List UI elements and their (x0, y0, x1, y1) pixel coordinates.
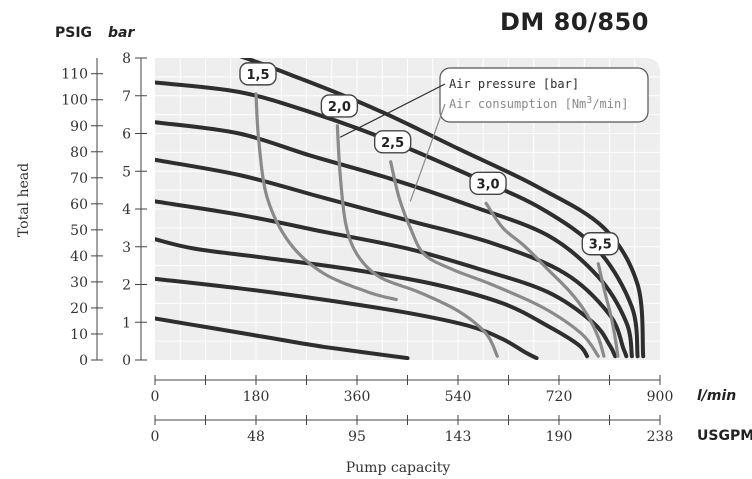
legend: Air pressure [bar] Air consumption [Nm3/… (339, 67, 649, 202)
air-pressure-curve (155, 276, 539, 360)
air-pressure-curve (155, 58, 646, 359)
consumption-label-text: 2,0 (328, 100, 351, 115)
legend-air-consumption: Air consumption [Nm3/min] (449, 95, 628, 111)
y-tick-bar: 2 (122, 278, 131, 294)
y-tick-bar: 5 (122, 164, 131, 180)
y-tick-bar: 4 (122, 202, 131, 218)
air-pressure-curve (155, 199, 618, 359)
y-axis-title: Total head (16, 163, 32, 237)
x-tick-usgpm: 238 (647, 429, 674, 445)
x-tick-usgpm: 143 (445, 429, 472, 445)
y-tick-bar: 8 (122, 51, 131, 67)
consumption-label-bubble (320, 94, 359, 118)
consumption-label-bubble (239, 62, 277, 86)
x-tick-lmin: 540 (445, 389, 472, 405)
y-tick-psig: 40 (70, 249, 88, 265)
air-pressure-curve (155, 237, 590, 359)
y-tick-psig: 20 (70, 301, 88, 317)
y-tick-psig: 0 (79, 353, 88, 369)
consumption-label-bubble (581, 232, 619, 256)
x-tick-usgpm: 95 (348, 429, 366, 445)
x-unit-usgpm: USGPM (697, 428, 752, 444)
y-unit-bar: bar (108, 25, 135, 41)
consumption-label-text: 1,5 (246, 68, 269, 83)
x-tick-usgpm: 190 (546, 429, 573, 445)
y-unit-psig: PSIG (55, 25, 92, 41)
x-tick-lmin: 180 (243, 389, 270, 405)
x-tick-lmin: 0 (151, 389, 160, 405)
legend-pointer-pressure (339, 83, 446, 138)
consumption-label-bubble (469, 171, 507, 196)
consumption-label-text: 3,0 (477, 177, 500, 192)
air-consumption-curve (254, 92, 398, 302)
air-consumption-curve (335, 124, 499, 358)
legend-box (439, 67, 649, 123)
consumption-labels: 1,5 2,0 2,5 3,0 3,5 (239, 62, 619, 256)
consumption-label-text: 2,5 (381, 136, 404, 151)
x-tick-usgpm: 48 (247, 429, 265, 445)
x-tick-lmin: 360 (344, 389, 371, 405)
air-consumption-curves (254, 92, 620, 358)
x-tick-usgpm: 0 (151, 429, 160, 445)
y-tick-psig: 100 (61, 93, 88, 109)
y-tick-psig: 30 (70, 275, 88, 291)
y-tick-psig: 80 (70, 145, 88, 161)
x-axis-title: Pump capacity (346, 460, 451, 476)
y-tick-psig: 110 (61, 67, 88, 83)
air-pressure-curve (155, 120, 634, 359)
air-consumption-curve (484, 201, 606, 358)
air-pressure-curve (155, 157, 629, 359)
y-tick-psig: 60 (70, 197, 88, 213)
chart-title: DM 80/850 (500, 8, 649, 36)
x-tick-lmin: 900 (647, 389, 674, 405)
y-tick-bar: 6 (122, 127, 131, 143)
air-pressure-curve (155, 316, 410, 360)
consumption-label-bubble (373, 130, 412, 154)
y-tick-bar: 1 (122, 315, 131, 331)
consumption-label-text: 3,5 (589, 238, 612, 253)
y-tick-bar: 7 (122, 89, 131, 105)
y-tick-psig: 10 (70, 327, 88, 343)
y-tick-psig: 50 (70, 223, 88, 239)
y-tick-psig: 90 (70, 119, 88, 135)
y-tick-psig: 70 (70, 171, 88, 187)
air-consumption-curve (389, 160, 600, 358)
y-tick-bar: 3 (122, 240, 131, 256)
legend-pointer-consumption (409, 103, 446, 202)
x-tick-lmin: 720 (546, 389, 573, 405)
air-consumption-curve (596, 262, 620, 358)
legend-air-pressure: Air pressure [bar] (449, 77, 579, 91)
x-unit-lmin: l/min (697, 388, 736, 404)
y-tick-bar: 0 (122, 353, 131, 369)
